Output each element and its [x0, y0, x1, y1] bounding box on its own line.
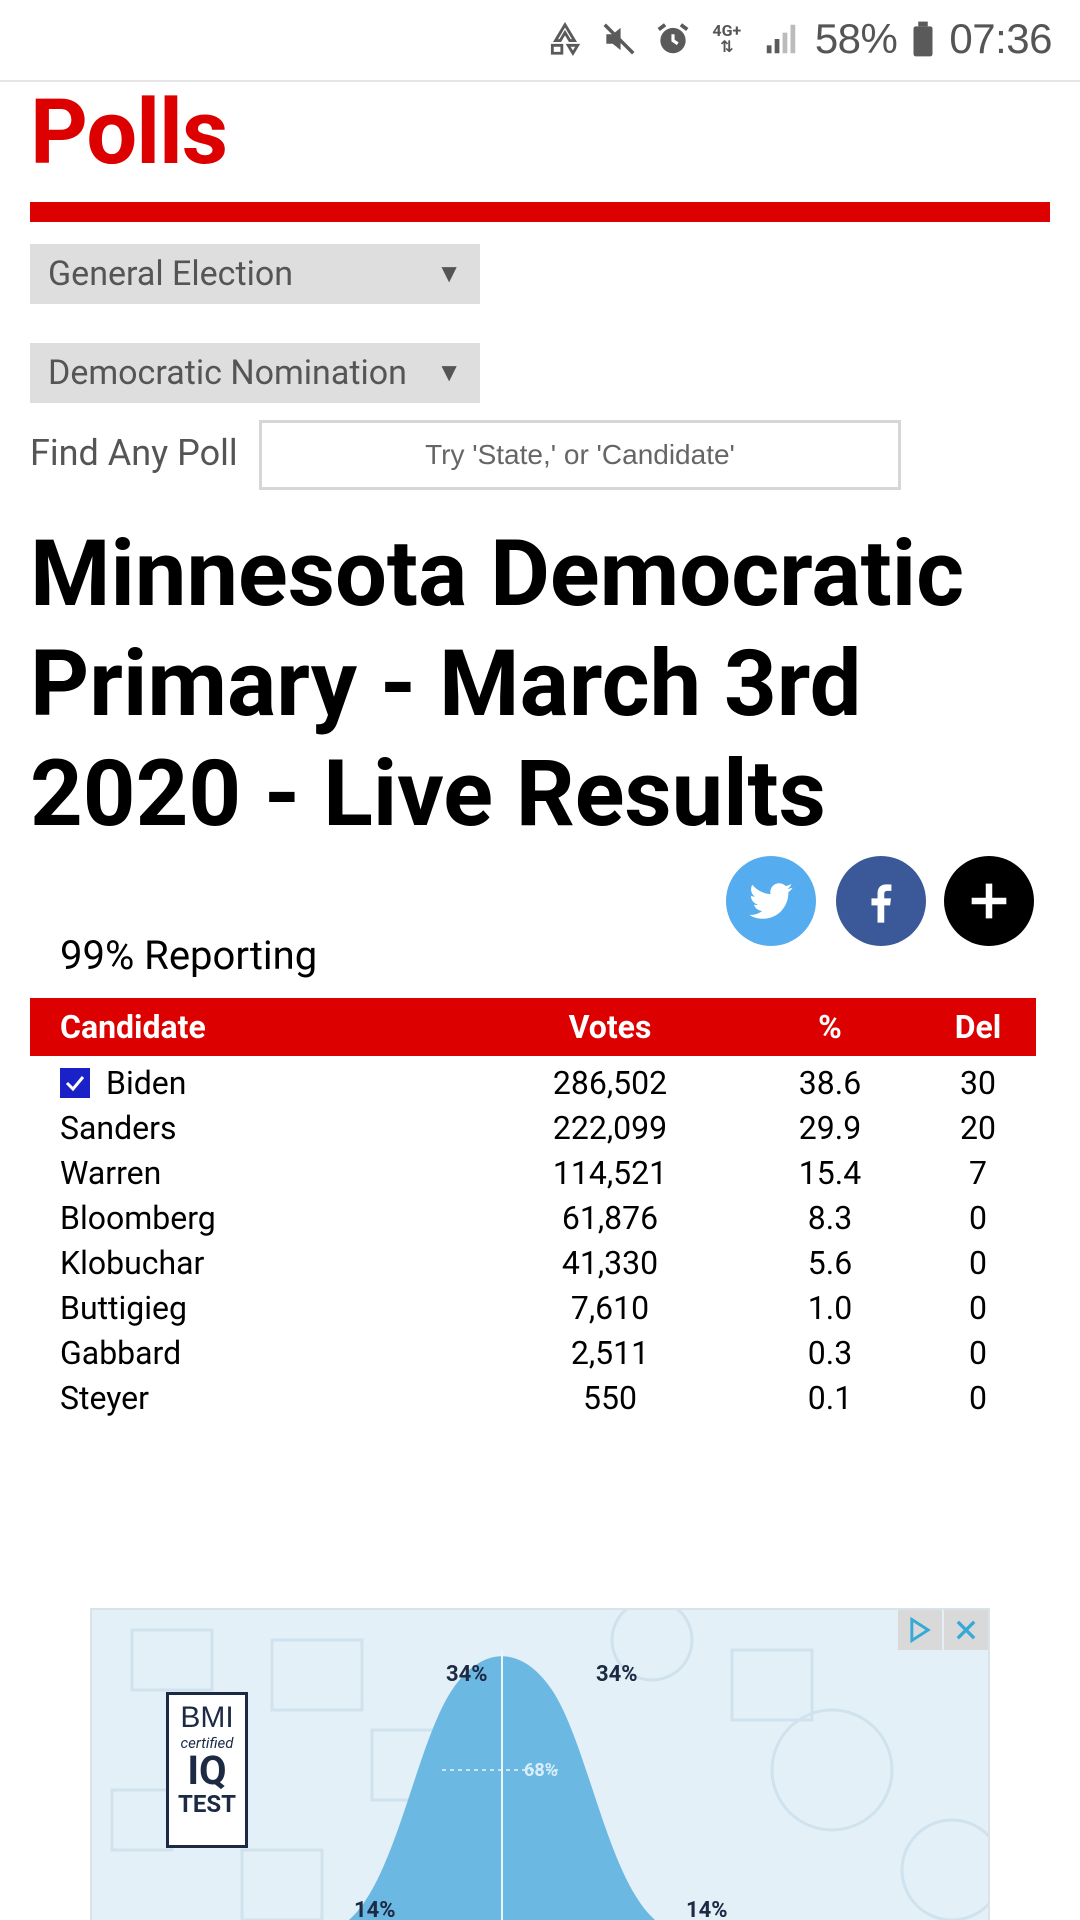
twitter-share-button[interactable] — [726, 856, 816, 946]
column-candidate: Candidate — [60, 1008, 206, 1046]
candidate-percent: 1.0 — [807, 1288, 853, 1327]
status-bar: 4G+ ⇅ 58% 07:36 — [0, 0, 1080, 82]
candidate-votes: 41,330 — [561, 1243, 659, 1282]
table-row: Gabbard 2,511 0.3 0 — [30, 1330, 1036, 1375]
search-input[interactable] — [259, 420, 901, 490]
table-row: Buttigieg 7,610 1.0 0 — [30, 1285, 1036, 1330]
header-divider — [30, 202, 1050, 222]
candidate-percent: 0.3 — [807, 1333, 853, 1372]
candidate-delegates: 0 — [969, 1378, 987, 1417]
caret-down-icon: ▼ — [436, 358, 462, 388]
ad-background — [110, 1610, 988, 1920]
table-header: Candidate Votes % Del — [30, 998, 1036, 1056]
candidate-delegates: 7 — [969, 1153, 987, 1192]
table-row: Warren 114,521 15.4 7 — [30, 1150, 1036, 1195]
caret-down-icon: ▼ — [436, 259, 462, 289]
candidate-votes: 61,876 — [561, 1198, 659, 1237]
candidate-votes: 114,521 — [552, 1153, 668, 1192]
candidate-name: Bloomberg — [60, 1198, 216, 1237]
search-label: Find Any Poll — [30, 432, 238, 474]
ad-controls — [896, 1610, 988, 1650]
candidate-name: Sanders — [60, 1108, 177, 1147]
candidate-name: Biden — [106, 1063, 187, 1102]
select-value: General Election — [48, 254, 294, 294]
candidate-name: Klobuchar — [60, 1243, 205, 1282]
ad-label: 68% — [524, 1760, 558, 1781]
column-delegates: Del — [954, 1008, 1002, 1046]
candidate-percent: 29.9 — [798, 1108, 862, 1147]
facebook-share-button[interactable] — [836, 856, 926, 946]
results-table: Candidate Votes % Del Biden 286,502 38.6… — [30, 998, 1036, 1420]
table-row: Sanders 222,099 29.9 20 — [30, 1105, 1036, 1150]
alarm-icon — [653, 19, 693, 59]
signal-icon — [761, 19, 801, 59]
twitter-icon — [749, 883, 793, 919]
page-title[interactable]: Polls — [30, 80, 228, 185]
clock: 07:36 — [949, 15, 1052, 62]
network-icon: 4G+ ⇅ — [712, 21, 742, 56]
column-percent: % — [818, 1008, 842, 1046]
network-type: 4G+ — [712, 21, 742, 40]
candidate-votes: 222,099 — [552, 1108, 668, 1147]
table-row: Klobuchar 41,330 5.6 0 — [30, 1240, 1036, 1285]
candidate-votes: 7,610 — [570, 1288, 650, 1327]
candidate-delegates: 0 — [969, 1198, 987, 1237]
close-ad-icon[interactable] — [944, 1610, 988, 1650]
candidate-percent: 5.6 — [807, 1243, 853, 1282]
candidate-percent: 38.6 — [798, 1063, 862, 1102]
battery-percent: 58% — [814, 15, 898, 62]
democratic-nomination-select[interactable]: Democratic Nomination ▼ — [30, 343, 480, 403]
ad-label: 34% — [446, 1662, 488, 1687]
candidate-votes: 2,511 — [570, 1333, 650, 1372]
candidate-name: Gabbard — [60, 1333, 182, 1372]
table-row: Steyer 550 0.1 0 — [30, 1375, 1036, 1420]
table-body: Biden 286,502 38.6 30 Sanders 222,099 29… — [30, 1056, 1036, 1420]
candidate-delegates: 0 — [969, 1333, 987, 1372]
candidate-percent: 15.4 — [798, 1153, 862, 1192]
candidate-name: Warren — [60, 1153, 162, 1192]
mute-icon — [599, 19, 639, 59]
candidate-percent: 8.3 — [807, 1198, 853, 1237]
select-value: Democratic Nomination — [48, 353, 407, 393]
article-headline: Minnesota Democratic Primary - March 3rd… — [30, 521, 965, 848]
candidate-name: Steyer — [60, 1378, 149, 1417]
candidate-delegates: 30 — [960, 1063, 996, 1102]
battery-icon — [911, 19, 935, 59]
candidate-name: Buttigieg — [60, 1288, 187, 1327]
candidate-delegates: 0 — [969, 1288, 987, 1327]
status-icons: 4G+ ⇅ 58% 07:36 — [545, 14, 1052, 64]
facebook-icon — [871, 884, 892, 923]
general-election-select[interactable]: General Election ▼ — [30, 244, 480, 304]
reporting-status: 99% Reporting — [60, 932, 318, 979]
candidate-delegates: 0 — [969, 1243, 987, 1282]
ad-label: 14% — [354, 1898, 396, 1920]
bmi-iq-test-logo: BMI certified IQ TEST — [166, 1692, 248, 1848]
candidate-percent: 0.1 — [807, 1378, 853, 1417]
advertisement-banner[interactable]: BMI certified IQ TEST 34% 34% 68% 14% 14… — [90, 1608, 990, 1920]
table-row: Bloomberg 61,876 8.3 0 — [30, 1195, 1036, 1240]
winner-check-icon — [60, 1067, 90, 1098]
candidate-votes: 286,502 — [552, 1063, 668, 1102]
candidate-votes: 550 — [583, 1378, 637, 1417]
ad-label: 34% — [596, 1662, 638, 1687]
adchoices-icon[interactable] — [898, 1610, 942, 1650]
ad-label: 14% — [686, 1898, 728, 1920]
plus-icon — [971, 883, 1007, 919]
recycle-icon — [545, 19, 585, 59]
candidate-delegates: 20 — [960, 1108, 996, 1147]
more-share-button[interactable] — [944, 856, 1034, 946]
table-row: Biden 286,502 38.6 30 — [30, 1060, 1036, 1105]
column-votes: Votes — [568, 1008, 652, 1046]
